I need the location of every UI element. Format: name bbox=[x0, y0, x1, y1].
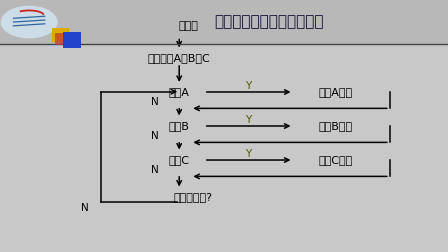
Text: 设备C服务: 设备C服务 bbox=[319, 155, 353, 165]
Bar bbox=[63, 32, 81, 48]
Text: N: N bbox=[151, 131, 159, 141]
Text: N: N bbox=[151, 97, 159, 107]
Text: 设备A服务: 设备A服务 bbox=[319, 87, 353, 97]
Text: N: N bbox=[81, 203, 89, 213]
Bar bbox=[0, 0, 448, 44]
Text: N: N bbox=[151, 165, 159, 175]
Text: 查询B: 查询B bbox=[169, 121, 190, 131]
Text: 查询A: 查询A bbox=[169, 87, 190, 97]
Text: 设备B服务: 设备B服务 bbox=[319, 121, 353, 131]
Text: 操作结束否?: 操作结束否? bbox=[173, 192, 212, 202]
Text: 主程序: 主程序 bbox=[178, 21, 198, 32]
Circle shape bbox=[1, 7, 57, 38]
Text: 查询C: 查询C bbox=[169, 155, 190, 165]
Text: 启动外设A、B、C: 启动外设A、B、C bbox=[148, 53, 211, 63]
Text: Y: Y bbox=[246, 115, 252, 125]
Text: Y: Y bbox=[246, 149, 252, 159]
Text: 多个外设的查询方式流程图: 多个外设的查询方式流程图 bbox=[214, 15, 323, 29]
Bar bbox=[55, 33, 72, 45]
Bar bbox=[52, 28, 69, 42]
Text: Y: Y bbox=[246, 81, 252, 91]
